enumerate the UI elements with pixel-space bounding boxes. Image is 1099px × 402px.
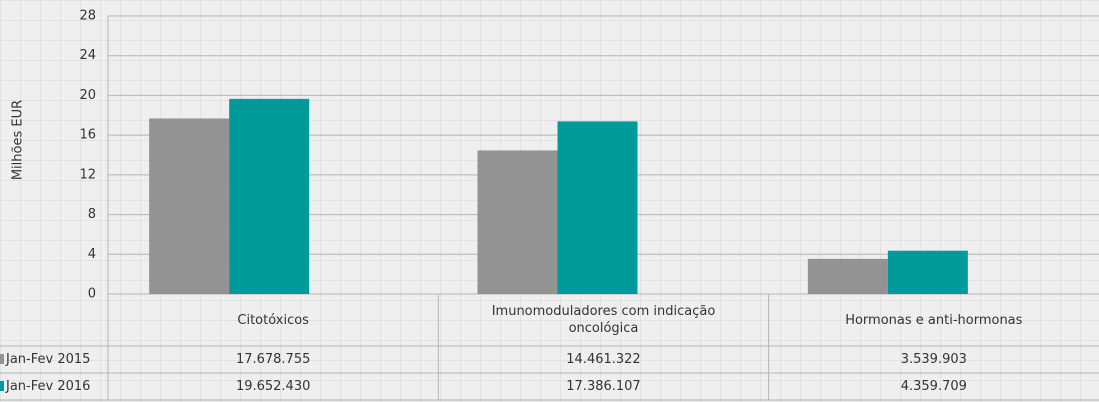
bar — [149, 118, 230, 294]
bar — [229, 98, 310, 294]
legend-label: Jan-Fev 2015 — [6, 352, 91, 367]
y-tick-label: 8 — [88, 207, 96, 222]
table-value: 17.678.755 — [235, 352, 311, 367]
bar — [807, 258, 888, 294]
y-tick-label: 28 — [79, 9, 96, 24]
y-tick-label: 4 — [88, 247, 96, 262]
y-tick-label: 0 — [88, 287, 96, 302]
bar — [887, 250, 968, 294]
bar — [477, 150, 558, 294]
y-axis-label: Milhões EUR — [11, 100, 26, 180]
legend-swatch — [0, 381, 4, 391]
category-label: Citotóxicos — [237, 312, 309, 328]
bar — [557, 121, 638, 294]
table-value: 4.359.709 — [900, 379, 967, 394]
table-value: 14.461.322 — [566, 352, 641, 367]
table-value: 19.652.430 — [235, 379, 311, 394]
category-label: Hormonas e anti-hormonas — [845, 312, 1023, 328]
table-value: 3.539.903 — [900, 352, 967, 367]
y-tick-label: 12 — [79, 167, 96, 182]
y-tick-label: 24 — [79, 48, 96, 63]
table-value: 17.386.107 — [566, 379, 641, 394]
legend-label: Jan-Fev 2016 — [6, 379, 91, 394]
y-tick-label: 16 — [79, 128, 96, 143]
y-tick-label: 20 — [79, 88, 96, 103]
legend-swatch — [0, 354, 4, 364]
category-label: Imunomoduladores com indicação oncológic… — [491, 304, 716, 336]
